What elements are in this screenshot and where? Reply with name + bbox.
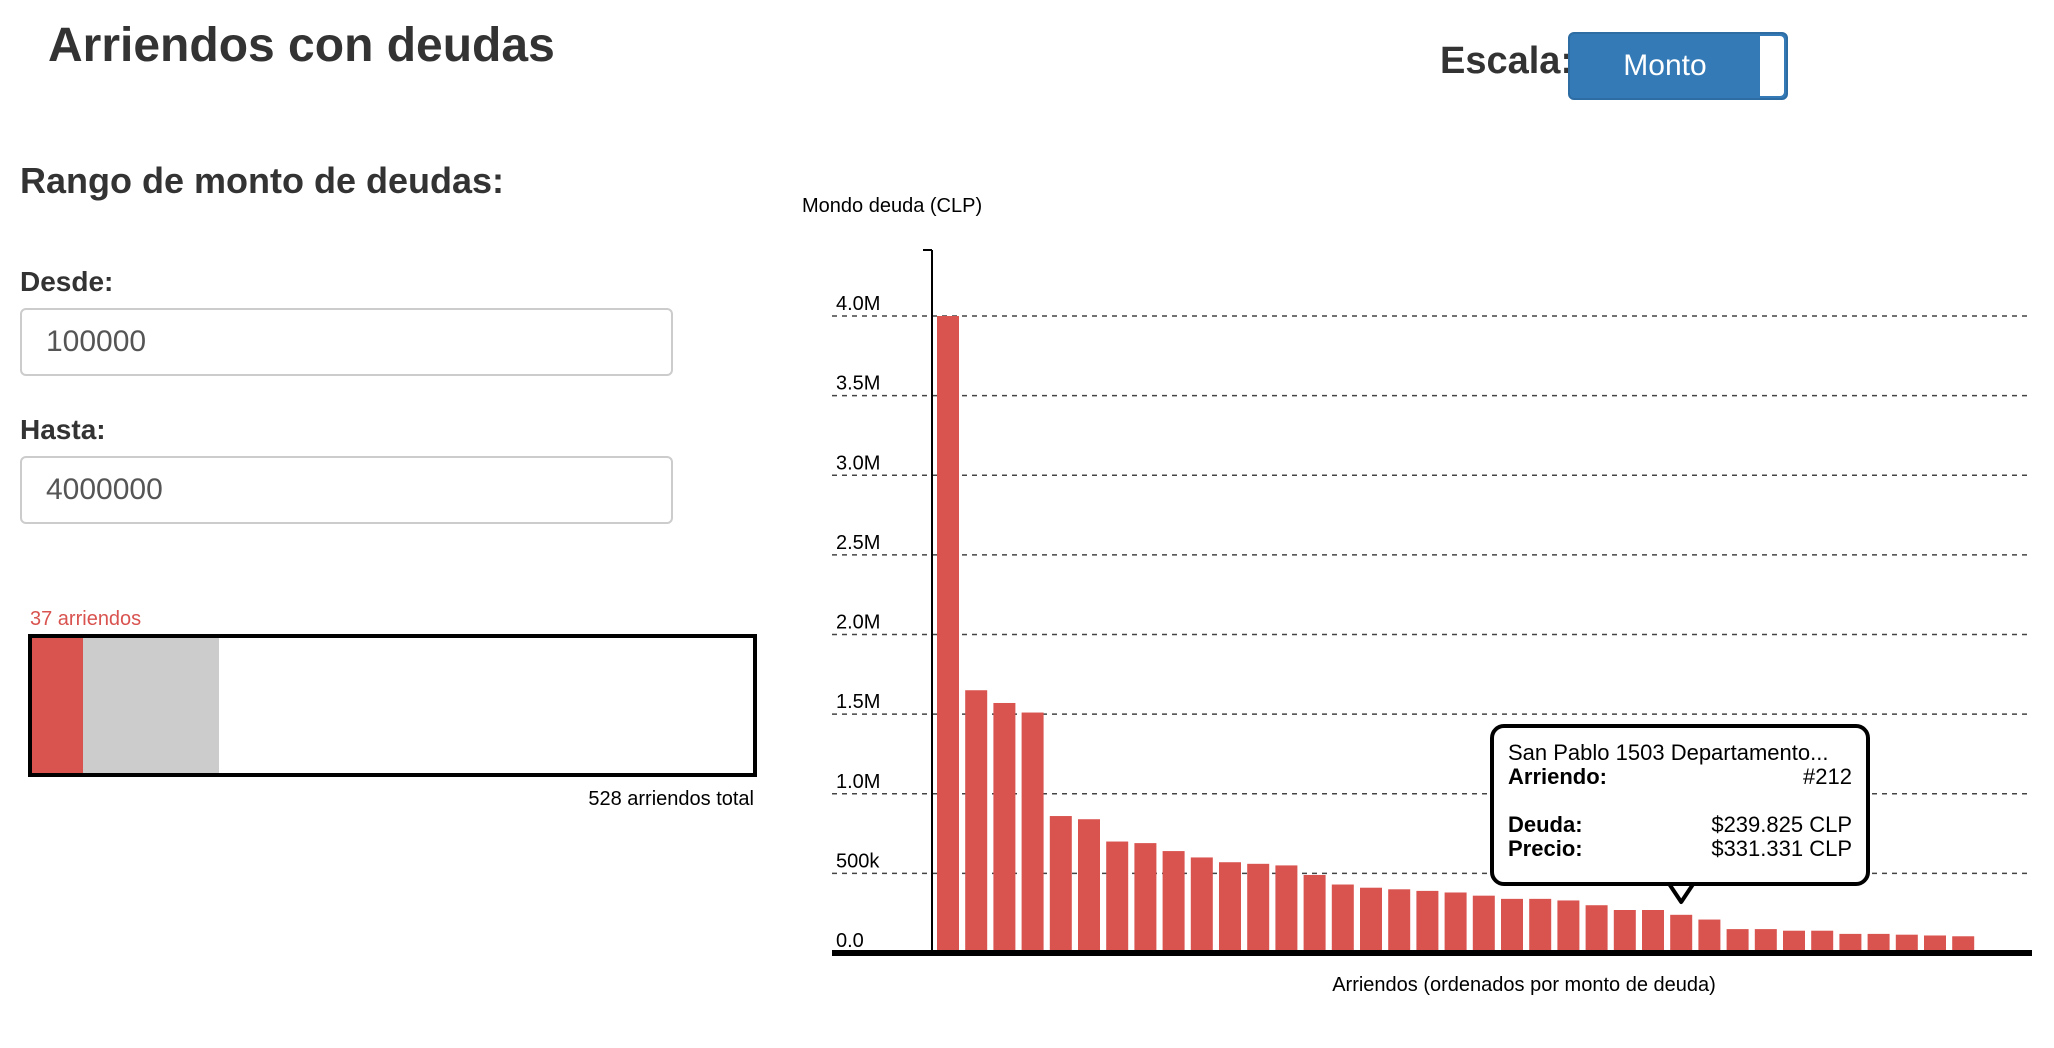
bar[interactable] — [1895, 934, 1918, 953]
tooltip-deuda-row: Deuda: $239.825 CLP — [1508, 812, 1852, 838]
y-tick-label: 500k — [836, 850, 880, 872]
bar[interactable] — [1275, 865, 1298, 953]
bar[interactable] — [1162, 851, 1185, 953]
bar[interactable] — [1106, 841, 1129, 953]
total-count-label: 528 arriendos total — [588, 788, 754, 810]
bar[interactable] — [1783, 930, 1805, 953]
tooltip-precio-row: Precio: $331.331 CLP — [1508, 836, 1852, 862]
bar[interactable] — [1670, 914, 1693, 953]
tooltip-deuda-value: $239.825 CLP — [1711, 812, 1852, 837]
bar[interactable] — [1388, 889, 1411, 953]
y-tick-label: 2.0M — [836, 612, 880, 634]
bar[interactable] — [1472, 895, 1495, 953]
tooltip-deuda-label: Deuda: — [1508, 812, 1583, 837]
tooltip-pointer — [1667, 882, 1696, 904]
bar[interactable] — [1219, 862, 1241, 953]
bar[interactable] — [1049, 816, 1072, 953]
bar[interactable] — [1134, 843, 1157, 953]
toggle-knob[interactable] — [1760, 36, 1784, 96]
range-title: Rango de monto de deudas: — [20, 160, 505, 201]
bar[interactable] — [1416, 890, 1439, 953]
bar[interactable] — [1952, 936, 1975, 953]
scale-label: Escala: — [1440, 40, 1574, 82]
bar[interactable] — [1078, 819, 1100, 953]
bar[interactable] — [1021, 712, 1044, 953]
y-axis-label: Mondo deuda (CLP) — [802, 195, 982, 217]
bar[interactable] — [1924, 935, 1946, 953]
x-axis-label: Arriendos (ordenados por monto de deuda) — [1332, 974, 1716, 996]
page-title: Arriendos con deudas — [48, 19, 555, 72]
to-input[interactable] — [20, 456, 673, 524]
to-label: Hasta: — [20, 414, 106, 445]
bar[interactable] — [1613, 910, 1636, 953]
summary-bar — [28, 634, 757, 777]
y-tick-label: 1.5M — [836, 691, 880, 713]
bar[interactable] — [1360, 887, 1382, 953]
y-tick-label: 1.0M — [836, 771, 880, 793]
bar[interactable] — [1811, 930, 1834, 953]
bar-tooltip: San Pablo 1503 Departamento... Arriendo:… — [1490, 724, 1870, 886]
y-tick-label: 4.0M — [836, 293, 880, 315]
bar[interactable] — [1190, 857, 1213, 953]
y-ticks: 0.0 500k 1.0M 1.5M 2.0M 2.5M 3.0M 3.5M 4.0M — [836, 293, 880, 952]
from-input[interactable] — [20, 308, 673, 376]
bar[interactable] — [1585, 905, 1608, 953]
bar[interactable] — [1557, 900, 1580, 953]
bar[interactable] — [1698, 919, 1721, 953]
y-tick-label: 3.5M — [836, 373, 880, 395]
bar[interactable] — [1754, 929, 1777, 953]
bar[interactable] — [937, 316, 959, 953]
tooltip-arriendo-label: Arriendo: — [1508, 764, 1607, 789]
tooltip-arriendo-row: Arriendo: #212 — [1508, 764, 1852, 790]
bar[interactable] — [1303, 874, 1326, 953]
bar[interactable] — [1331, 884, 1354, 953]
scale-toggle-button[interactable]: Monto — [1568, 32, 1788, 100]
bar[interactable] — [1839, 933, 1862, 953]
y-tick-label: 2.5M — [836, 532, 880, 554]
bar[interactable] — [1726, 929, 1749, 953]
tooltip-title: San Pablo 1503 Departamento... — [1508, 740, 1829, 765]
bar[interactable] — [1444, 892, 1467, 953]
bar[interactable] — [965, 690, 988, 953]
filtered-count-label: 37 arriendos — [30, 608, 142, 630]
bar[interactable] — [1867, 933, 1890, 953]
bar[interactable] — [1642, 910, 1664, 953]
tooltip-arriendo-value: #212 — [1803, 764, 1852, 789]
bar[interactable] — [1501, 898, 1523, 953]
summary-bar-filtered — [32, 638, 83, 773]
y-tick-label: 0.0 — [836, 930, 864, 952]
tooltip-precio-label: Precio: — [1508, 836, 1583, 861]
y-tick-label: 3.0M — [836, 452, 880, 474]
tooltip-title-row: San Pablo 1503 Departamento... — [1508, 740, 1852, 766]
summary-bar-range — [82, 638, 220, 773]
scale-toggle-label: Monto — [1623, 49, 1707, 82]
tooltip-box: San Pablo 1503 Departamento... Arriendo:… — [1490, 724, 1870, 886]
bars — [937, 316, 1975, 953]
tooltip-precio-value: $331.331 CLP — [1711, 836, 1852, 861]
bar[interactable] — [1247, 863, 1270, 953]
from-label: Desde: — [20, 266, 114, 297]
bar[interactable] — [993, 702, 1016, 953]
bar[interactable] — [1529, 898, 1552, 953]
